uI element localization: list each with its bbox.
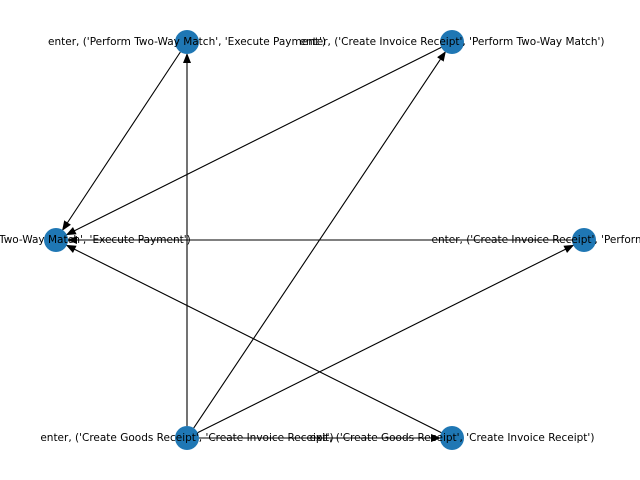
edge-n2-to-n3 — [65, 46, 442, 236]
graph-node-n4 — [572, 228, 596, 252]
nodes-layer — [44, 30, 596, 450]
graph-node-label-n4: enter, ('Create Invoice Receipt', 'Perfo… — [432, 234, 640, 246]
edge-n5-to-n2 — [193, 51, 446, 429]
edge-n5-to-n4 — [197, 244, 575, 434]
graph-node-label-n5: enter, ('Create Goods Receipt', 'Create … — [40, 432, 333, 444]
graph-node-n1 — [175, 30, 199, 54]
graph-node-label-n1: enter, ('Perform Two-Way Match', 'Execut… — [48, 36, 326, 48]
graph-node-label-n6: exit, ('Create Goods Receipt', 'Create I… — [310, 432, 595, 444]
graph-node-label-n3: exit, ('Perform Two-Way Match', 'Execute… — [0, 234, 191, 246]
edge-n6-to-n3 — [65, 244, 442, 434]
graph-node-n6 — [440, 426, 464, 450]
edge-n1-to-n3 — [62, 51, 181, 231]
graph-node-n3 — [44, 228, 68, 252]
graph-node-label-n2: enter, ('Create Invoice Receipt', 'Perfo… — [300, 36, 605, 48]
graph-node-n5 — [175, 426, 199, 450]
edges-layer — [62, 46, 575, 442]
graph-node-n2 — [440, 30, 464, 54]
labels-layer: enter, ('Perform Two-Way Match', 'Execut… — [0, 36, 640, 444]
